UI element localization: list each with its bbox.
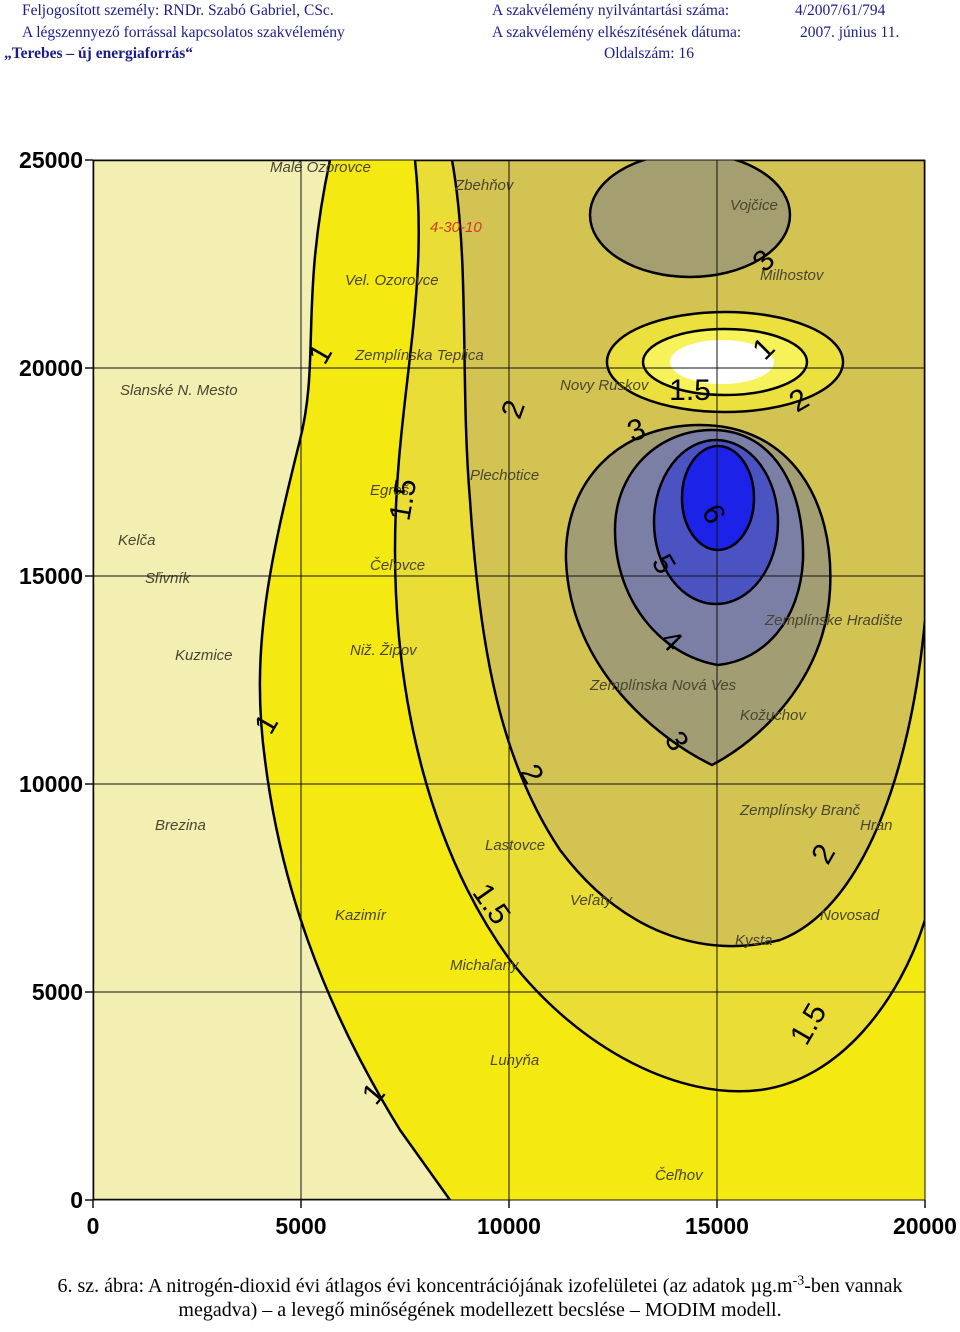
place-name: Zemplínska Teplica — [354, 347, 484, 364]
x-tick-label: 10000 — [477, 1213, 541, 1239]
place-name: Čeľovce — [370, 557, 425, 574]
x-tick-label: 5000 — [275, 1213, 326, 1239]
place-name: Luhyňa — [490, 1052, 539, 1069]
caption-text: -ben vannak megadva) – a levegő minőségé… — [178, 1275, 903, 1321]
zone-6 — [680, 444, 756, 552]
figure: Malé Ozorovce Zbehňov Vojčice Vel. Ozorovce… — [19, 147, 957, 1239]
x-tick-label: 20000 — [893, 1213, 957, 1239]
header-text: 4/2007/61/794 — [795, 2, 886, 19]
place-name: Malé Ozorovce — [270, 159, 371, 176]
place-name: Kelča — [118, 532, 156, 549]
place-name: Slanské N. Mesto — [120, 382, 238, 399]
place-name: 4-30-10 — [430, 219, 482, 236]
header-text: 2007. június 11. — [800, 24, 900, 41]
place-name: Lastovce — [485, 837, 545, 854]
place-name: Brezina — [155, 817, 206, 834]
header-text: A légszennyező forrással kapcsolatos sza… — [22, 24, 345, 41]
zone-3 — [588, 160, 792, 279]
y-tick-label: 15000 — [19, 563, 83, 589]
y-tick-label: 20000 — [19, 355, 83, 381]
place-name: Kysta — [735, 932, 773, 949]
place-name: Kazimír — [335, 907, 387, 924]
place-name: Plechotice — [470, 467, 539, 484]
place-name: Novosad — [820, 907, 880, 924]
zone-low — [670, 340, 774, 384]
place-name: Novy Ruskov — [560, 377, 650, 394]
y-tick-label: 10000 — [19, 771, 83, 797]
place-name: Michaľany — [450, 957, 520, 974]
header-text: Feljogosított személy: RNDr. Szabó Gabri… — [22, 2, 334, 19]
header-text: Oldalszám: 16 — [604, 45, 694, 62]
y-tick-label: 25000 — [19, 147, 83, 173]
place-name: Veľaty — [570, 892, 614, 909]
caption: 6. sz. ábra: A nitrogén-dioxid évi átlag… — [20, 1274, 940, 1322]
place-name: Zemplínsky Branč — [739, 802, 861, 819]
header-title: „Terebes – új energiaforrás“ — [4, 45, 193, 62]
place-name: Vel. Ozorovce — [345, 272, 439, 289]
x-tick-label: 0 — [87, 1213, 100, 1239]
place-name: Kožuchov — [740, 707, 807, 724]
place-name: Vojčice — [730, 197, 778, 214]
place-name: Zemplínska Nová Ves — [589, 677, 737, 694]
map-background — [93, 160, 452, 1200]
place-name: Milhostov — [760, 267, 825, 284]
place-name: Čeľhov — [655, 1167, 704, 1184]
place-name: Egreš — [370, 482, 410, 499]
place-name: Hran — [860, 817, 893, 834]
caption-superscript: -3 — [792, 1273, 805, 1289]
header-text: A szakvélemény nyilvántartási száma: — [492, 2, 730, 19]
y-tick-label: 5000 — [32, 979, 83, 1005]
caption-text: 6. sz. ábra: A nitrogén-dioxid évi átlag… — [57, 1275, 793, 1297]
contour-label: 1.5 — [384, 476, 424, 523]
contour-label: 1.5 — [669, 374, 711, 407]
place-name: Zemplínske Hradište — [764, 612, 903, 629]
place-name: Zbehňov — [454, 177, 515, 194]
y-tick-label: 0 — [70, 1187, 83, 1213]
place-name: Sľivník — [145, 570, 192, 587]
place-name: Niž. Žipov — [350, 642, 418, 659]
header-text: A szakvélemény elkészítésének dátuma: — [492, 24, 742, 41]
x-tick-label: 15000 — [685, 1213, 749, 1239]
place-name: Kuzmice — [175, 647, 233, 664]
